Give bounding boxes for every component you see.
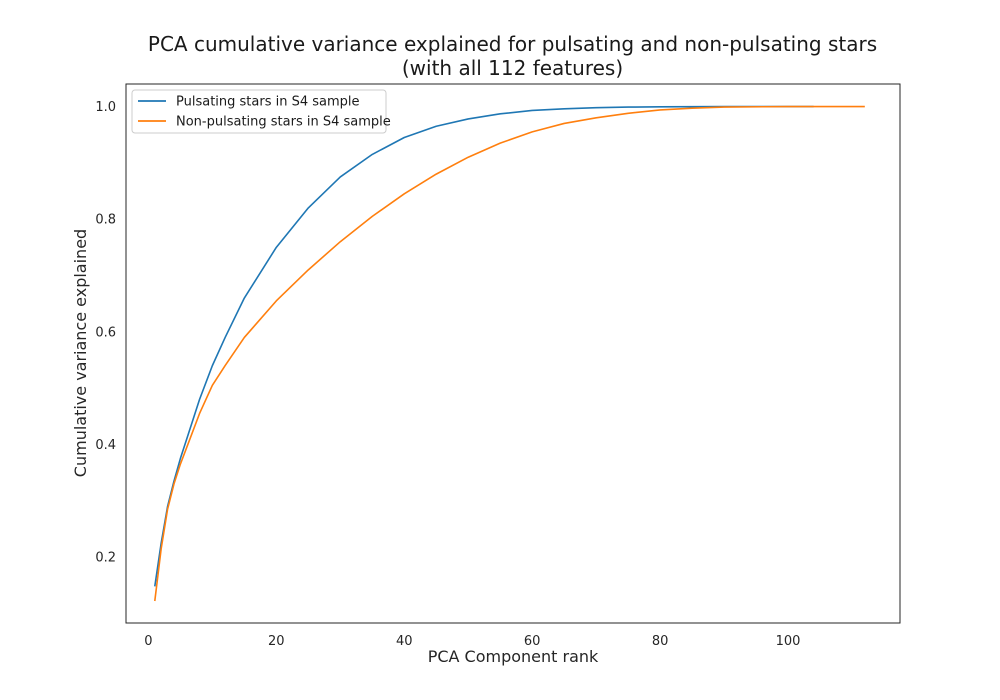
y-tick-label: 0.2 — [95, 551, 116, 566]
y-axis-label: Cumulative variance explained — [71, 229, 90, 477]
y-tick-label: 0.4 — [95, 438, 116, 453]
x-axis-label: PCA Component rank — [428, 647, 599, 666]
legend-box — [131, 89, 387, 134]
x-tick-label: 0 — [144, 634, 152, 649]
y-tick-label: 0.6 — [95, 325, 116, 340]
x-tick-label: 20 — [268, 634, 285, 649]
x-tick-label: 100 — [776, 634, 801, 649]
legend-label-0: Pulsating stars in S4 sample — [176, 95, 360, 110]
chart-subtitle: (with all 112 features) — [401, 56, 624, 80]
axis-ticks: 0 20 40 60 80 100 0.2 0.4 0.6 0.8 1.0 — [95, 100, 800, 649]
series-line-1 — [153, 105, 865, 602]
legend-label-1: Non-pulsating stars in S4 sample — [176, 115, 391, 130]
series-lines — [153, 105, 865, 602]
y-tick-label: 1.0 — [95, 100, 116, 115]
x-tick-label: 40 — [396, 634, 413, 649]
chart-title: PCA cumulative variance explained for pu… — [147, 32, 878, 56]
legend: Pulsating stars in S4 sample Non-pulsatin… — [131, 89, 391, 134]
y-tick-label: 0.8 — [95, 213, 116, 228]
x-tick-label: 60 — [524, 634, 541, 649]
series-line-0 — [153, 105, 814, 587]
x-tick-label: 80 — [652, 634, 669, 649]
plot-frame — [125, 83, 901, 624]
